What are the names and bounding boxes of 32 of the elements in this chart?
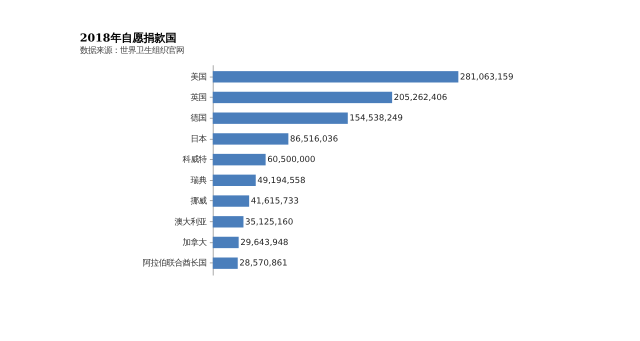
data-label: 86,516,036: [290, 133, 338, 144]
bar: [212, 195, 250, 207]
y-tick-label: 日本: [190, 133, 206, 144]
y-tick-label: 挪威: [190, 196, 206, 206]
data-label: 205,262,406: [394, 92, 448, 102]
y-tick-label: 阿拉伯联合酋长国: [142, 258, 206, 268]
bar: [212, 71, 458, 82]
y-tick-label: 加拿大: [182, 237, 206, 247]
data-label: 281,063,159: [460, 71, 514, 82]
bar: [212, 216, 244, 228]
data-label: 28,570,861: [239, 258, 288, 268]
data-label: 41,615,733: [250, 196, 299, 206]
text: 数据来源：世界卫生组织官网: [80, 45, 184, 56]
data-label: 154,538,249: [349, 112, 403, 123]
chart-title: 2018年自愿捐款国: [80, 31, 176, 44]
bar: [212, 236, 239, 248]
y-tick-label: 科威特: [182, 154, 206, 164]
bar: [212, 133, 288, 145]
y-tick-label: 英国: [190, 92, 206, 102]
bar: [212, 257, 238, 269]
y-tick-label: 瑞典: [190, 174, 206, 185]
y-tick-label: 澳大利亚: [174, 216, 206, 226]
data-label: 49,194,558: [257, 174, 306, 185]
data-label: 29,643,948: [240, 237, 288, 247]
bar: [212, 154, 266, 166]
bar: [212, 112, 348, 124]
y-tick-label: 德国: [190, 112, 206, 123]
data-label: 60,500,000: [267, 154, 316, 164]
y-tick-label: 美国: [190, 71, 206, 82]
bar: [212, 174, 256, 186]
data-label: 35,125,160: [245, 216, 294, 226]
bar: [212, 92, 392, 104]
